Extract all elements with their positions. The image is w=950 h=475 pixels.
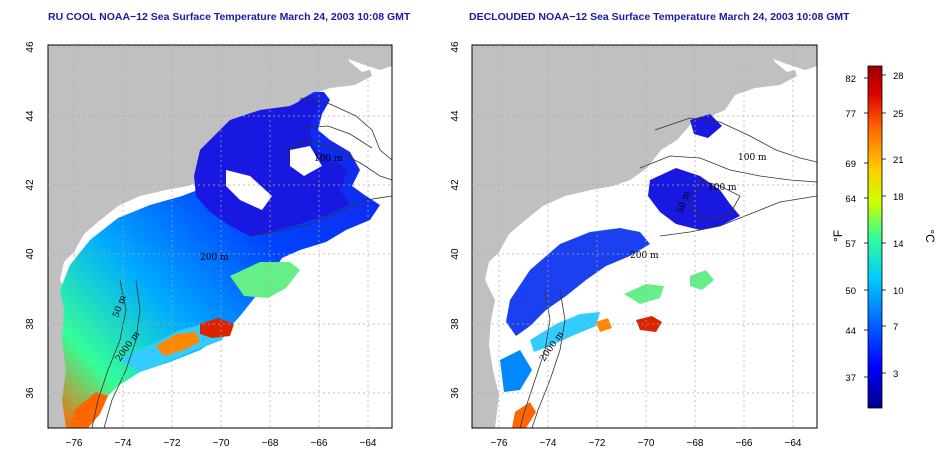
right-lat-tick: 38 <box>450 318 461 330</box>
right-lat-tick: 40 <box>450 248 461 260</box>
right-sst-blue-north <box>690 114 722 138</box>
left-contour-label-200m: 200 m <box>200 253 229 263</box>
left-sst-south <box>70 392 108 428</box>
left-lat-tick: 38 <box>25 318 36 330</box>
right-map-frame <box>471 44 818 429</box>
left-land-mass <box>48 45 372 428</box>
right-map-title: DECLOUDED NOAA−12 Sea Surface Temperatur… <box>469 11 850 23</box>
right-lat-tick: 36 <box>450 387 461 399</box>
right-lon-tick: −70 <box>638 438 655 449</box>
colorbar-c-tick: 3 <box>893 369 898 380</box>
right-lon-tick: −76 <box>491 438 508 449</box>
right-contour-label-100m-inner: 100 m <box>708 183 737 193</box>
right-sst-blue-gulf <box>648 168 740 230</box>
right-map: 100 m 100 m 200 m 50 m 2000 m −76 −74 −7… <box>450 41 818 449</box>
left-map-grid <box>48 45 392 428</box>
left-lon-tick: −68 <box>262 438 279 449</box>
left-lat-tick: 40 <box>25 248 36 260</box>
right-lon-tick: −68 <box>687 438 704 449</box>
left-map-title: RU COOL NOAA−12 Sea Surface Temperature … <box>48 11 411 23</box>
right-lat-tick: 44 <box>450 110 461 122</box>
colorbar-c-tick: 7 <box>893 322 898 333</box>
left-cloud <box>226 170 272 210</box>
colorbar-c-tick: 14 <box>893 239 904 250</box>
left-sst-hot <box>200 318 234 338</box>
left-bathymetry-contours <box>91 97 392 428</box>
colorbar-c-tick: 28 <box>893 71 904 82</box>
right-lon-tick: −72 <box>589 438 606 449</box>
colorbar-c-tick: 25 <box>893 109 904 120</box>
colorbar-f-tick: 64 <box>845 194 856 205</box>
right-sst-green-2 <box>690 270 714 290</box>
right-sst-blue-shelf <box>506 228 650 336</box>
left-lon-tick: −74 <box>115 438 132 449</box>
left-sst-warm <box>156 332 200 356</box>
left-sst-green <box>230 262 300 298</box>
left-lon-tick: −70 <box>213 438 230 449</box>
right-land-mass <box>472 45 797 428</box>
colorbar-c-tick: 10 <box>893 286 904 297</box>
right-bathymetry-contours <box>519 117 817 428</box>
left-lat-tick: 46 <box>25 41 36 53</box>
colorbar-f-tick: 50 <box>845 286 856 297</box>
colorbar-f-tick: 57 <box>845 239 856 250</box>
right-contour-label-200m: 200 m <box>630 251 659 261</box>
left-map-frame <box>47 44 393 429</box>
left-contour-label-100m: 100 m <box>314 154 343 164</box>
right-sst-mid <box>500 350 532 392</box>
colorbar-celsius-label: °C <box>923 229 937 243</box>
right-lat-tick: 46 <box>450 41 461 53</box>
colorbar-f-tick: 37 <box>845 373 856 384</box>
left-lon-tick: −76 <box>66 438 83 449</box>
left-map: 100 m 200 m 50 m 2000 m −76 −74 −72 −70 … <box>25 41 393 449</box>
colorbar-c-tick: 21 <box>893 155 904 166</box>
right-lon-tick: −64 <box>785 438 802 449</box>
right-lat-tick: 42 <box>450 179 461 191</box>
left-lat-tick: 36 <box>25 387 36 399</box>
right-lon-tick: −66 <box>736 438 753 449</box>
left-nova-scotia <box>300 45 392 70</box>
colorbar-f-tick: 69 <box>845 159 856 170</box>
right-contour-label-100m: 100 m <box>738 153 767 163</box>
colorbar-f-tick: 82 <box>845 74 856 85</box>
temperature-colorbar: 82 77 69 64 57 50 44 37 28 25 21 18 14 1… <box>831 65 937 409</box>
left-lat-tick: 42 <box>25 179 36 191</box>
left-lat-tick: 44 <box>25 110 36 122</box>
right-nova-scotia <box>725 45 817 70</box>
left-sst-blue-gulf <box>194 96 350 236</box>
colorbar-f-tick: 44 <box>845 326 856 337</box>
right-map-grid <box>472 45 817 428</box>
colorbar-c-tick: 18 <box>893 192 904 203</box>
right-sst-warm <box>596 318 612 332</box>
colorbar-gradient <box>867 65 883 409</box>
colorbar-fahrenheit-label: °F <box>831 230 845 242</box>
right-lon-tick: −74 <box>540 438 557 449</box>
right-sst-cyan <box>530 312 600 352</box>
left-cloud-2 <box>290 146 322 176</box>
left-lon-tick: −64 <box>360 438 377 449</box>
left-lon-tick: −66 <box>311 438 328 449</box>
left-lon-tick: −72 <box>164 438 181 449</box>
right-sst-green <box>624 284 664 304</box>
colorbar-f-tick: 77 <box>845 109 856 120</box>
